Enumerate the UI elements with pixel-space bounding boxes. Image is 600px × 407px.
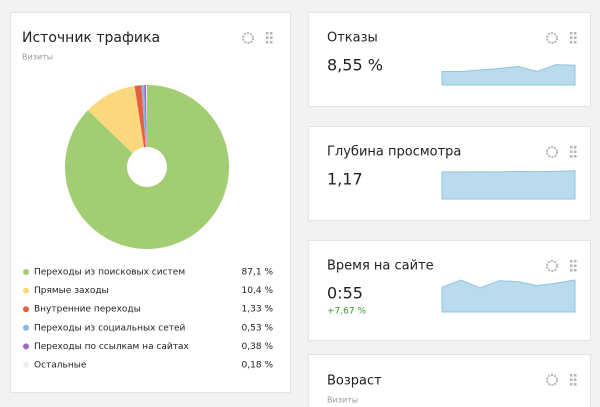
legend-value: 10,4 % (242, 286, 274, 296)
drag-handle[interactable] (574, 150, 577, 154)
card-title: Время на сайте (327, 259, 434, 274)
drag-handle[interactable] (574, 146, 577, 149)
drag-handle[interactable] (570, 383, 573, 386)
drag-handle[interactable] (570, 36, 573, 40)
pie-hole (127, 147, 167, 187)
pie-slice (144, 85, 147, 167)
settings-icon[interactable] (242, 32, 254, 44)
card-title: Источник трафика (22, 30, 160, 46)
legend-label: Переходы из поисковых систем (34, 268, 185, 278)
drag-handle[interactable] (570, 260, 573, 263)
drag-handle[interactable] (570, 378, 573, 382)
settings-icon[interactable] (546, 32, 558, 44)
settings-icon-core (246, 36, 250, 40)
card-title: Глубина просмотра (327, 145, 461, 160)
metric-value: 1,17 (327, 170, 363, 189)
pie-slice (146, 85, 147, 167)
drag-handle[interactable] (574, 269, 577, 272)
drag-handle[interactable] (266, 41, 269, 44)
pie-slice (87, 85, 147, 167)
legend-dot (23, 343, 29, 350)
legend-dot (23, 362, 29, 368)
legend-value: 0,53 % (242, 323, 274, 333)
legend-dot (23, 306, 29, 313)
drag-handle[interactable] (574, 36, 577, 40)
drag-handle[interactable] (570, 155, 573, 158)
card (308, 354, 591, 407)
metric-value: 0:55 (327, 284, 363, 303)
card-title: Отказы (327, 31, 378, 46)
metric-change: +7,67 % (327, 307, 366, 317)
legend-label: Переходы по ссылкам на сайтах (34, 342, 190, 352)
sparkline-area (441, 64, 576, 86)
settings-icon-core (550, 264, 554, 268)
sparkline-area (441, 279, 576, 313)
settings-icon-core (550, 150, 554, 154)
drag-handle[interactable] (570, 41, 573, 44)
pie-slice (134, 85, 147, 167)
settings-icon-core (550, 36, 554, 40)
card-subtitle: Визиты (327, 396, 358, 405)
drag-handle[interactable] (570, 32, 573, 35)
drag-handle[interactable] (574, 378, 577, 382)
drag-handle[interactable] (574, 32, 577, 35)
metric-value: 8,55 % (327, 56, 383, 75)
settings-icon[interactable] (546, 146, 558, 158)
settings-icon[interactable] (546, 260, 558, 272)
card-title: Возраст (327, 374, 382, 389)
card-subtitle: Визиты (22, 53, 53, 62)
drag-handle[interactable] (266, 36, 269, 40)
drag-handle[interactable] (270, 41, 273, 44)
pie-slice (141, 85, 147, 167)
drag-handle[interactable] (570, 146, 573, 149)
legend-value: 0,18 % (242, 361, 274, 371)
drag-handle[interactable] (574, 383, 577, 386)
drag-handle[interactable] (570, 150, 573, 154)
drag-handle[interactable] (270, 32, 273, 35)
drag-handle[interactable] (574, 260, 577, 263)
legend-dot (23, 324, 29, 331)
drag-handle[interactable] (570, 374, 573, 377)
drag-handle[interactable] (266, 32, 269, 35)
legend-value: 0,38 % (242, 342, 274, 352)
drag-handle[interactable] (574, 374, 577, 377)
drag-handle[interactable] (570, 264, 573, 268)
legend-label: Внутренние переходы (34, 305, 141, 315)
legend-label: Прямые заходы (34, 286, 109, 296)
sparkline-area (441, 170, 576, 200)
legend-dot (23, 269, 29, 275)
legend-label: Переходы из социальных сетей (34, 323, 186, 333)
drag-handle[interactable] (574, 155, 577, 158)
drag-handle[interactable] (574, 41, 577, 44)
settings-icon-core (550, 378, 554, 382)
legend-value: 1,33 % (242, 305, 274, 315)
drag-handle[interactable] (570, 269, 573, 272)
legend-value: 87,1 % (242, 268, 274, 278)
card (308, 12, 591, 107)
drag-handle[interactable] (574, 264, 577, 268)
legend-label: Остальные (34, 361, 87, 371)
drag-handle[interactable] (270, 36, 273, 40)
legend-dot (23, 287, 29, 294)
settings-icon[interactable] (546, 374, 558, 386)
